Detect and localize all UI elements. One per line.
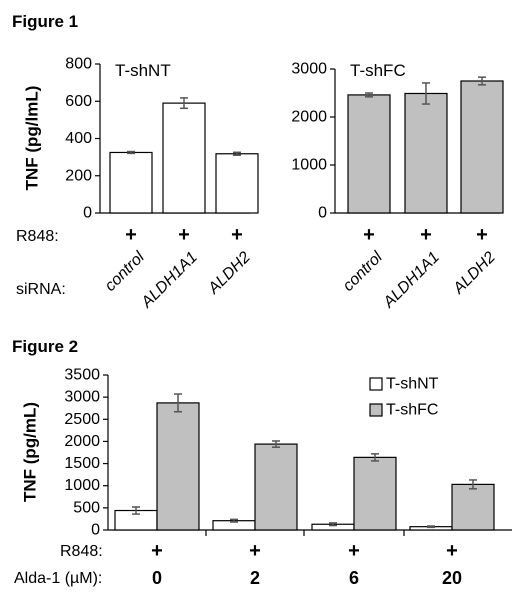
r848-plus-fig2-2: + — [348, 540, 360, 562]
y-tick-label-fig2: 1000 — [64, 477, 100, 494]
y-tick-label-shnt: 800 — [65, 56, 92, 73]
category-label-shnt-1: ALDH1A1 — [138, 249, 201, 312]
y-tick-label-shnt: 200 — [65, 167, 92, 184]
r848-plus-shfc-0: + — [363, 224, 375, 246]
category-label-shfc-1: ALDH1A1 — [380, 249, 443, 312]
category-label-shnt-2: ALDH2 — [205, 249, 254, 298]
y-tick-label-shfc: 1000 — [291, 157, 327, 174]
y-tick-label-fig2: 3000 — [64, 389, 100, 406]
dose-label-1: 2 — [250, 568, 260, 588]
r848-plus-shfc-1: + — [420, 224, 432, 246]
y-tick-label-shnt: 600 — [65, 93, 92, 110]
r848-plus-fig2-3: + — [446, 540, 458, 562]
dose-label-0: 0 — [152, 568, 162, 588]
y-tick-label-shfc: 2000 — [291, 109, 327, 126]
r848-plus-shnt-2: + — [231, 224, 243, 246]
y-tick-label-fig2: 0 — [91, 522, 100, 539]
legend-label-t-shnt: T-shNT — [386, 376, 439, 393]
bar-t-shfc-0 — [156, 402, 200, 531]
y-tick-label-fig2: 3500 — [64, 367, 100, 384]
row-label-sirna: siRNA: — [16, 281, 66, 298]
dose-label-3: 20 — [442, 568, 462, 588]
dose-label-2: 6 — [349, 568, 359, 588]
bar-t-shfc-3 — [451, 483, 495, 531]
bar-shnt-1 — [162, 102, 206, 214]
r848-plus-fig2-1: + — [249, 540, 261, 562]
figure2-title: Figure 2 — [12, 337, 78, 356]
y-tick-label-shnt: 400 — [65, 130, 92, 147]
bar-shnt-0 — [109, 151, 153, 214]
legend-swatch-t-shfc — [369, 403, 383, 417]
y-tick-label-fig2: 500 — [73, 499, 100, 516]
bar-t-shfc-1 — [254, 443, 298, 531]
row-label-alda1: Alda-1 (µM): — [14, 570, 102, 587]
bar-shfc-2 — [460, 80, 504, 214]
y-tick-label-fig2: 2000 — [64, 433, 100, 450]
r848-plus-fig2-0: + — [151, 540, 163, 562]
category-label-shfc-0: control — [340, 248, 386, 294]
y-tick-label-shnt: 0 — [83, 205, 92, 222]
row-label-r848-fig1: R848: — [16, 228, 59, 245]
y-axis-title-fig1: TNF (pg/lmL) — [23, 86, 42, 191]
row-label-r848-fig2: R848: — [60, 543, 103, 560]
y-tick-label-shfc: 3000 — [291, 61, 327, 78]
bar-t-shfc-2 — [353, 456, 397, 531]
category-label-shnt-0: control — [102, 248, 148, 294]
bar-shnt-2 — [215, 153, 259, 214]
legend-label-t-shfc: T-shFC — [386, 402, 438, 419]
panel-label-shfc: T-shFC — [350, 61, 406, 80]
figure1-title: Figure 1 — [12, 12, 78, 31]
y-tick-label-fig2: 2500 — [64, 411, 100, 428]
r848-plus-shfc-2: + — [476, 224, 488, 246]
panel-label-shnt: T-shNT — [115, 61, 171, 80]
bar-shfc-1 — [404, 92, 448, 214]
y-tick-label-shfc: 0 — [318, 205, 327, 222]
category-label-shfc-2: ALDH2 — [450, 249, 499, 298]
y-axis-title-fig2: TNF (pg/mL) — [21, 402, 40, 502]
bar-shfc-0 — [347, 94, 391, 214]
y-tick-label-fig2: 1500 — [64, 455, 100, 472]
legend-swatch-t-shnt — [369, 377, 383, 391]
r848-plus-shnt-0: + — [125, 224, 137, 246]
r848-plus-shnt-1: + — [178, 224, 190, 246]
